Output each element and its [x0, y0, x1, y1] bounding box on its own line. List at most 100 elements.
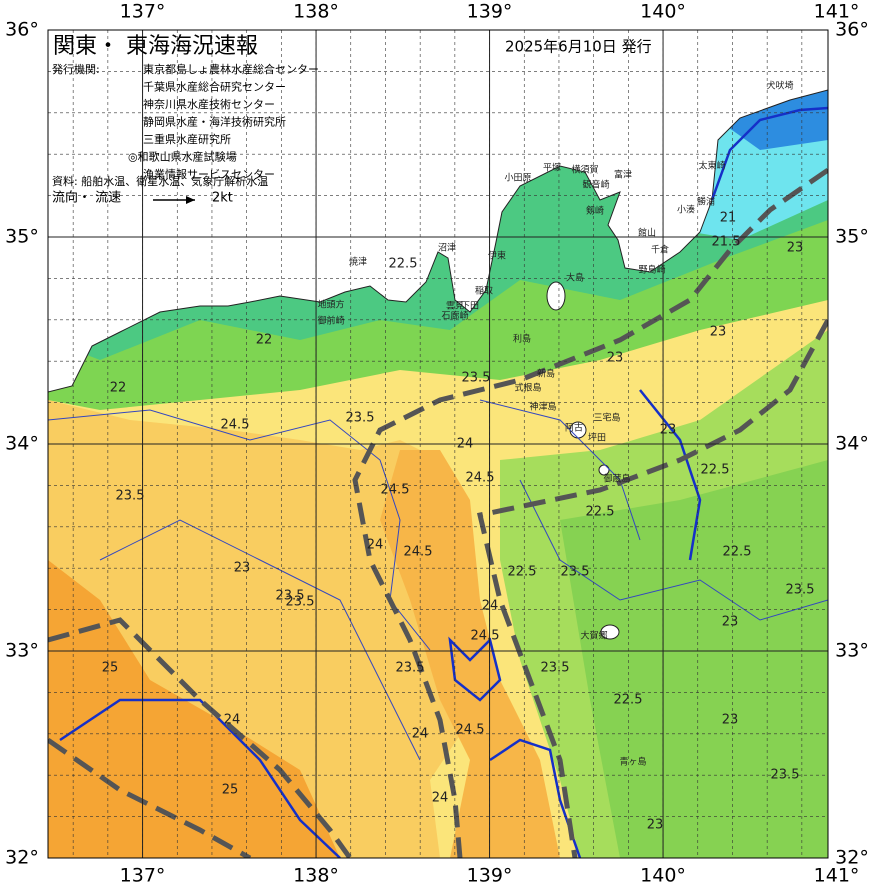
sea-green [560, 460, 828, 858]
contour-label: 23 [710, 325, 727, 340]
place-name: 伊東 [488, 250, 506, 262]
contour-label: 23.5 [346, 411, 375, 426]
place-name: 大島 [566, 272, 584, 284]
place-name: 沼津 [438, 243, 456, 254]
contour-label: 23.5 [771, 768, 800, 783]
contour-label: 24 [457, 437, 474, 452]
contour-label: 23 [607, 351, 624, 366]
issuer: ◎和歌山県水産試験場 [128, 150, 237, 164]
longitude-label: 140° [640, 1, 686, 23]
island [600, 624, 620, 640]
latitude-label: 34° [5, 433, 39, 455]
flow-label: 流向・ 流速 [52, 190, 121, 206]
place-name: 野島崎 [638, 264, 665, 276]
contour-label: 23.5 [396, 661, 425, 676]
place-name: 剱崎 [586, 205, 604, 217]
longitude-label: 141° [814, 1, 860, 23]
contour-label: 23 [660, 423, 677, 438]
issuer: 静岡県水産・海洋技術研究所 [143, 115, 286, 129]
longitude-label: 141° [814, 865, 860, 887]
island [546, 281, 566, 311]
place-name: 青ヶ島 [619, 756, 646, 768]
issuer: 三重県水産研究所 [143, 132, 231, 146]
contour-label: 23.5 [561, 565, 590, 580]
place-name: 三宅島 [593, 412, 620, 424]
latitude-label: 32° [5, 847, 39, 869]
place-name: 平塚 [543, 163, 561, 174]
contour-label: 22.5 [614, 693, 643, 708]
place-name: 式根島 [514, 382, 541, 394]
longitude-label: 138° [293, 865, 339, 887]
place-name: 神津島 [529, 401, 556, 413]
longitude-label: 137° [120, 1, 166, 23]
issuer: 神奈川県水産技術センター [143, 97, 275, 111]
contour-label: 23 [722, 713, 739, 728]
place-name: 雲見 [446, 301, 464, 312]
place-name: 新島 [537, 368, 555, 380]
place-name: 小田原 [504, 173, 531, 184]
longitude-label: 139° [467, 865, 513, 887]
contour-label: 23.5 [541, 661, 570, 676]
flow-arrowhead [186, 196, 195, 204]
place-name: 館山 [638, 227, 656, 239]
place-name: 坪田 [588, 433, 606, 444]
contour-label: 24.5 [221, 418, 250, 433]
longitude-label: 137° [120, 865, 166, 887]
place-name: 勝浦 [697, 196, 715, 208]
isotherms-minor [48, 399, 828, 761]
contour-label: 24 [412, 727, 429, 742]
latitude-label: 32° [835, 847, 869, 869]
title: 関東・ 東海海況速報 [53, 34, 258, 59]
issuer: 千葉県水産総合研究センター [143, 80, 286, 94]
place-name: 御前崎 [317, 315, 344, 327]
contour-label: 24.5 [471, 629, 500, 644]
contour-label: 24 [482, 599, 499, 614]
contour-label: 22.5 [723, 545, 752, 560]
issuers: 東京都島しょ農林水産総合センター千葉県水産総合研究センター神奈川県水産技術センタ… [128, 62, 319, 181]
place-name: 大賀郷 [580, 630, 607, 642]
place-name: 千倉 [651, 244, 669, 256]
place-name: 石廊崎 [441, 310, 468, 322]
place-name: 阿古 [565, 422, 583, 434]
contour-label: 24 [432, 791, 449, 806]
grid [48, 30, 828, 858]
contour-label: 24.5 [456, 723, 485, 738]
contour-label: 24.5 [466, 471, 495, 486]
contour-label: 22.5 [586, 505, 615, 520]
latitude-label: 35° [5, 226, 39, 248]
place-name: 稲取 [475, 285, 493, 297]
contour-label: 22.5 [701, 463, 730, 478]
contour-label: 21.5 [712, 235, 741, 250]
contour-label: 22 [256, 333, 273, 348]
issuer: 漁業情報サービスセンター [143, 167, 275, 181]
place-name: 観音崎 [582, 179, 609, 191]
isotherms [59, 106, 828, 858]
latitude-label: 35° [835, 226, 869, 248]
contour-label: 24.5 [381, 483, 410, 498]
place-name: 小湊 [677, 204, 695, 216]
contour-label: 23.5 [276, 589, 305, 604]
contour-label: 23.5 [786, 583, 815, 598]
contour-label: 23 [787, 241, 804, 256]
latitude-label: 33° [835, 640, 869, 662]
current [48, 167, 828, 858]
contour-label: 25 [102, 661, 119, 676]
place-name: 下田 [461, 301, 479, 312]
place-name: 太東崎 [698, 160, 725, 172]
contour-label: 22 [110, 381, 127, 396]
latitude-label: 33° [5, 640, 39, 662]
contour-label: 22.5 [508, 565, 537, 580]
source: 資料: 船舶水温、衛星水温、気象庁解析水温 [52, 174, 268, 188]
sea-orange-band [380, 450, 560, 858]
place-name: 利島 [513, 333, 531, 345]
contour-label: 25 [222, 783, 239, 798]
place-name: 富津 [614, 169, 632, 181]
contour-label: 23.5 [286, 595, 315, 610]
contour-label: 23.5 [462, 371, 491, 386]
latitude-label: 34° [835, 433, 869, 455]
flow-scale: 2kt [212, 191, 233, 206]
land [48, 30, 828, 393]
sea-temperature [48, 30, 828, 858]
contour-label: 22.5 [389, 257, 418, 272]
